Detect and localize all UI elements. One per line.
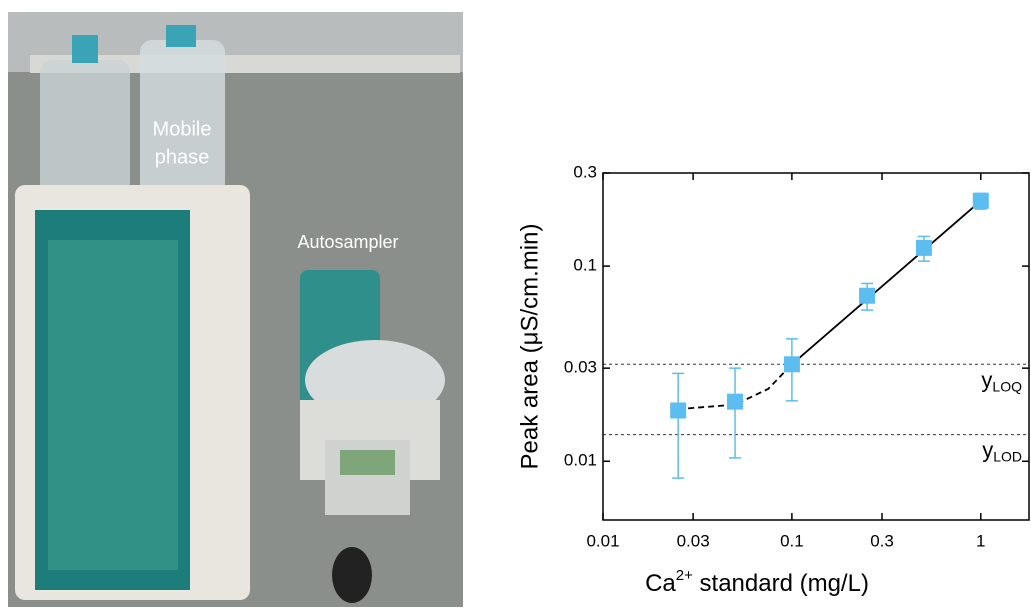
fit-line [791,200,982,365]
photo-ic-window [48,240,178,570]
x-tick-label: 0.03 [677,531,710,550]
photo: Mobile phase Autosampler [8,12,463,607]
photo-label: Mobile [153,118,212,140]
plot-frame [602,172,1030,521]
photo-cap [72,35,98,63]
threshold-label-main: y [981,367,992,392]
photo-bottle [140,40,225,195]
point [783,356,800,373]
photo-label: phase [155,146,210,168]
x-tick-label: 0.01 [586,531,619,550]
photo-shelf [30,55,460,73]
photo-controller-screen [340,450,395,475]
fit-line [678,363,793,411]
y-tick-label: 0.01 [564,451,597,470]
photo-mouse [332,547,372,603]
x-tick-label: 0.1 [780,531,804,550]
photo-bottle [40,60,130,195]
threshold-label: yLOD [982,437,1022,464]
threshold-label: yLOQ [981,367,1022,394]
point [670,402,687,419]
photo-cap [166,25,196,47]
threshold-label-sub: LOD [993,448,1022,464]
y-tick-label: 0.3 [573,162,597,181]
photo-label: Autosampler [297,232,398,252]
point [859,287,876,304]
x-axis-label-rest: standard (mg/L) [693,570,869,597]
x-tick-label: 0.3 [870,531,894,550]
point [727,393,744,410]
threshold-label-main: y [982,437,993,462]
y-axis-label: Peak area (μS/cm.min) [516,224,543,470]
y-tick-label: 0.1 [573,256,597,275]
point [915,239,932,256]
x-axis-label: Ca2+ standard (mg/L) [645,567,869,597]
y-tick-label: 0.03 [564,358,597,377]
x-tick-label: 1 [976,531,985,550]
x-axis-label-main: Ca [645,570,676,597]
threshold-label-sub: LOQ [992,378,1022,394]
x-axis-label-sup: 2+ [676,567,693,584]
point [972,192,989,209]
